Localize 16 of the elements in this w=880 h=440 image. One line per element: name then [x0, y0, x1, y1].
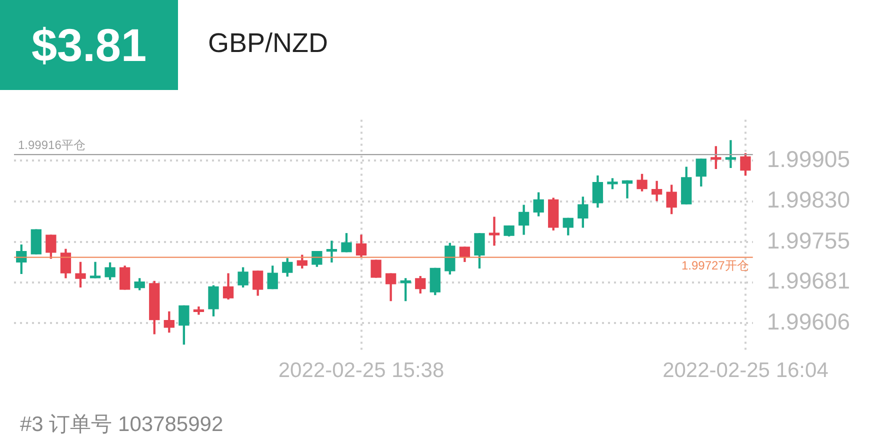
candlestick — [90, 262, 101, 278]
chart-title: GBP/NZD — [208, 28, 328, 59]
candlestick — [488, 216, 500, 246]
ref-line-label: 1.99916平仓 — [18, 138, 86, 152]
text: $3.81 — [0, 0, 178, 90]
text: #3 订单号 103785992 — [20, 412, 224, 438]
y-tick-label: 1.99905 — [766, 146, 850, 172]
x-tick-label: 2022-02-25 15:38 — [278, 359, 444, 382]
candlestick — [326, 240, 338, 263]
candlestick — [725, 140, 736, 168]
y-tick-label: 1.99830 — [766, 186, 850, 213]
x-tick-label: 2022-02-25 16:04 — [662, 359, 829, 382]
y-tick-label: 1.99681 — [766, 268, 850, 294]
y-tick-label: 1.99755 — [766, 227, 850, 254]
y-tick-label: 1.99606 — [766, 308, 850, 334]
ref-line-label: 1.99727开仓 — [681, 258, 749, 273]
